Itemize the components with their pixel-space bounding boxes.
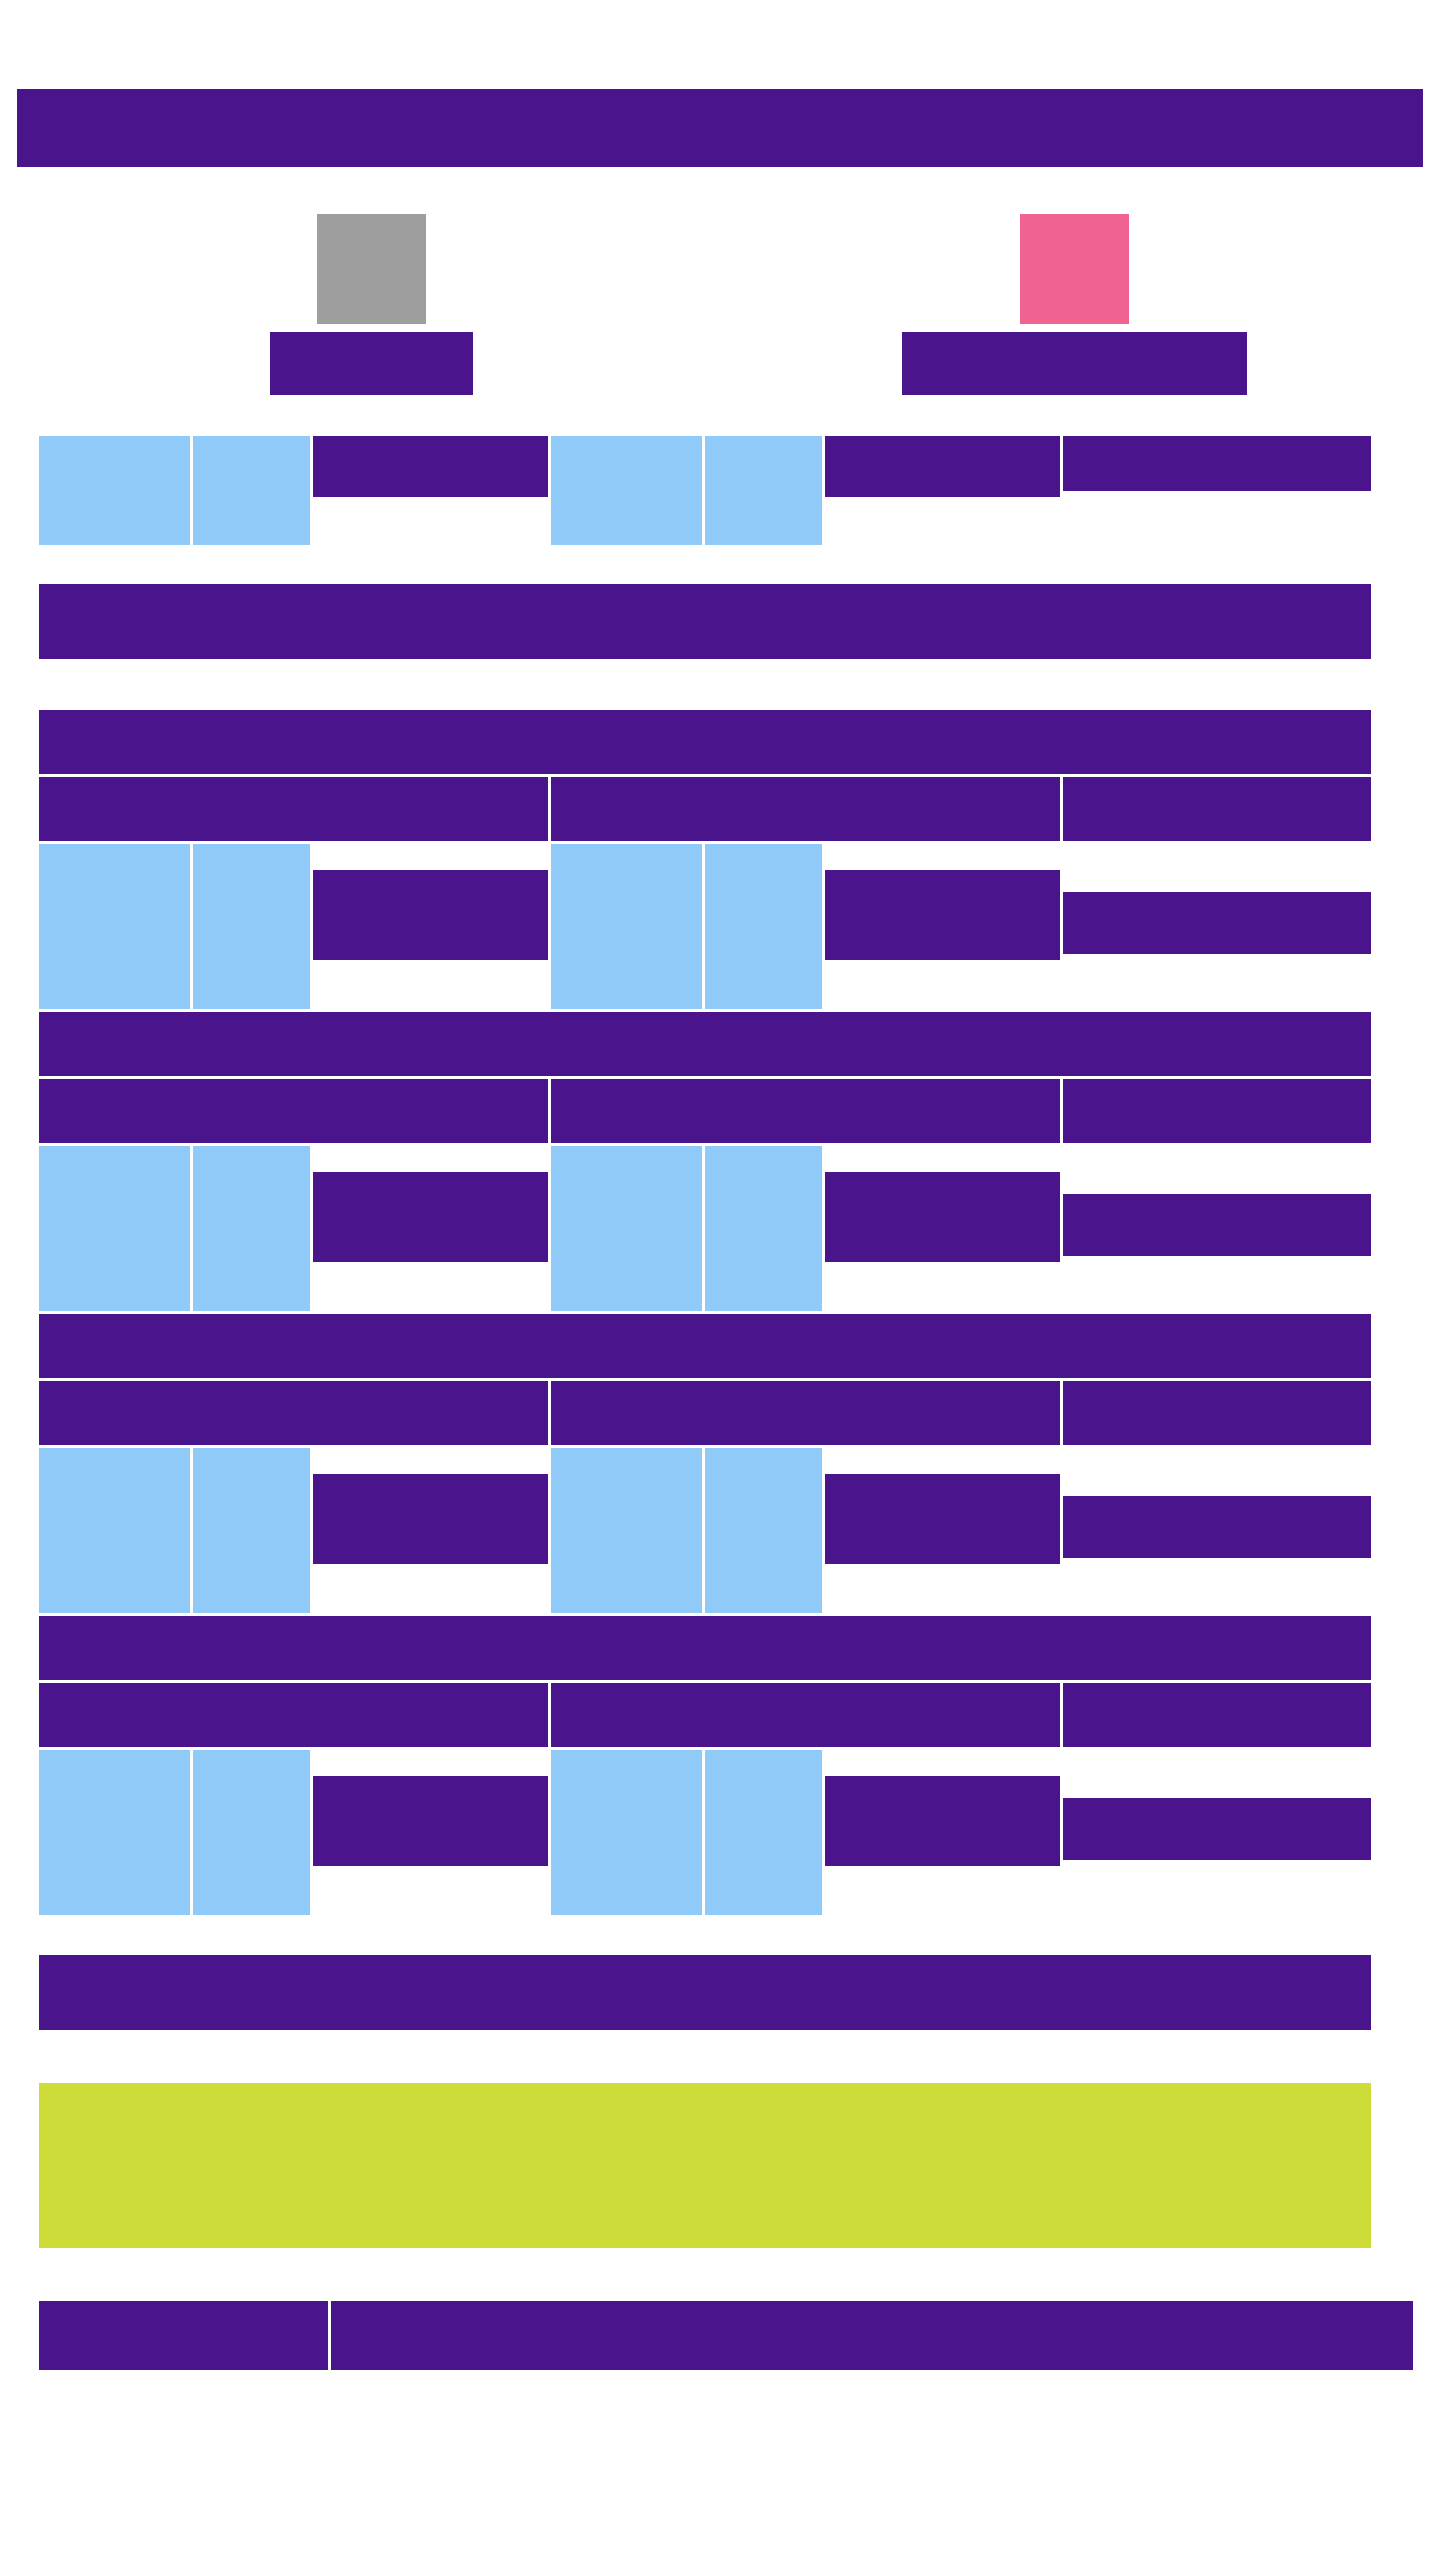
round-1-home-cell-2[interactable] (193, 844, 310, 1009)
away-score-cell-2[interactable] (705, 436, 822, 545)
round-4-away-cell-1[interactable] (551, 1750, 702, 1915)
round-3-header-away (551, 1381, 1060, 1445)
round-2-header-result (1063, 1079, 1371, 1143)
header-bar (17, 89, 1423, 167)
player-1-name[interactable] (270, 332, 473, 395)
round-4-header-result (1063, 1683, 1371, 1747)
round-2-header-home (39, 1079, 548, 1143)
round-3-header-home (39, 1381, 548, 1445)
round-4-result-text (1063, 1798, 1371, 1860)
round-1-header-away (551, 777, 1060, 841)
round-4-title (39, 1616, 1371, 1680)
round-1-away-cell-2[interactable] (705, 844, 822, 1009)
home-score-cell[interactable] (39, 436, 190, 545)
round-2-header-away (551, 1079, 1060, 1143)
away-score-cell[interactable] (551, 436, 702, 545)
round-1-title (39, 710, 1371, 774)
round-2-away-cell-2[interactable] (705, 1146, 822, 1311)
round-3-away-cell-2[interactable] (705, 1448, 822, 1613)
round-1-header-home (39, 777, 548, 841)
highlight-panel (39, 2083, 1371, 2248)
player-1-avatar-icon[interactable] (317, 214, 426, 324)
result-label (1063, 436, 1371, 491)
round-4-away-text (825, 1776, 1060, 1866)
round-1-header-result (1063, 777, 1371, 841)
round-2-home-cell-1[interactable] (39, 1146, 190, 1311)
home-score-cell-2[interactable] (193, 436, 310, 545)
summary-bar (39, 1955, 1371, 2030)
round-2-away-text (825, 1172, 1060, 1262)
round-1-home-cell-1[interactable] (39, 844, 190, 1009)
home-score-label (313, 436, 548, 497)
round-2-home-cell-2[interactable] (193, 1146, 310, 1311)
round-3-away-text (825, 1474, 1060, 1564)
round-2-home-text (313, 1172, 548, 1262)
round-4-home-cell-1[interactable] (39, 1750, 190, 1915)
round-4-away-cell-2[interactable] (705, 1750, 822, 1915)
round-3-home-text (313, 1474, 548, 1564)
round-4-header-away (551, 1683, 1060, 1747)
round-3-result-text (1063, 1496, 1371, 1558)
round-2-title (39, 1012, 1371, 1076)
round-3-away-cell-1[interactable] (551, 1448, 702, 1613)
round-3-header-result (1063, 1381, 1371, 1445)
round-4-home-text (313, 1776, 548, 1866)
round-2-away-cell-1[interactable] (551, 1146, 702, 1311)
round-3-home-cell-1[interactable] (39, 1448, 190, 1613)
round-3-home-cell-2[interactable] (193, 1448, 310, 1613)
round-3-title (39, 1314, 1371, 1378)
section-title-bar (39, 584, 1371, 659)
round-1-away-text (825, 870, 1060, 960)
player-2-name[interactable] (902, 332, 1247, 395)
round-2-result-text (1063, 1194, 1371, 1256)
round-1-home-text (313, 870, 548, 960)
footer-left[interactable] (39, 2301, 328, 2370)
round-1-result-text (1063, 892, 1371, 954)
round-4-home-cell-2[interactable] (193, 1750, 310, 1915)
footer-right[interactable] (331, 2301, 1413, 2370)
away-score-label (825, 436, 1060, 497)
player-2-avatar-icon[interactable] (1020, 214, 1129, 324)
round-1-away-cell-1[interactable] (551, 844, 702, 1009)
round-4-header-home (39, 1683, 548, 1747)
